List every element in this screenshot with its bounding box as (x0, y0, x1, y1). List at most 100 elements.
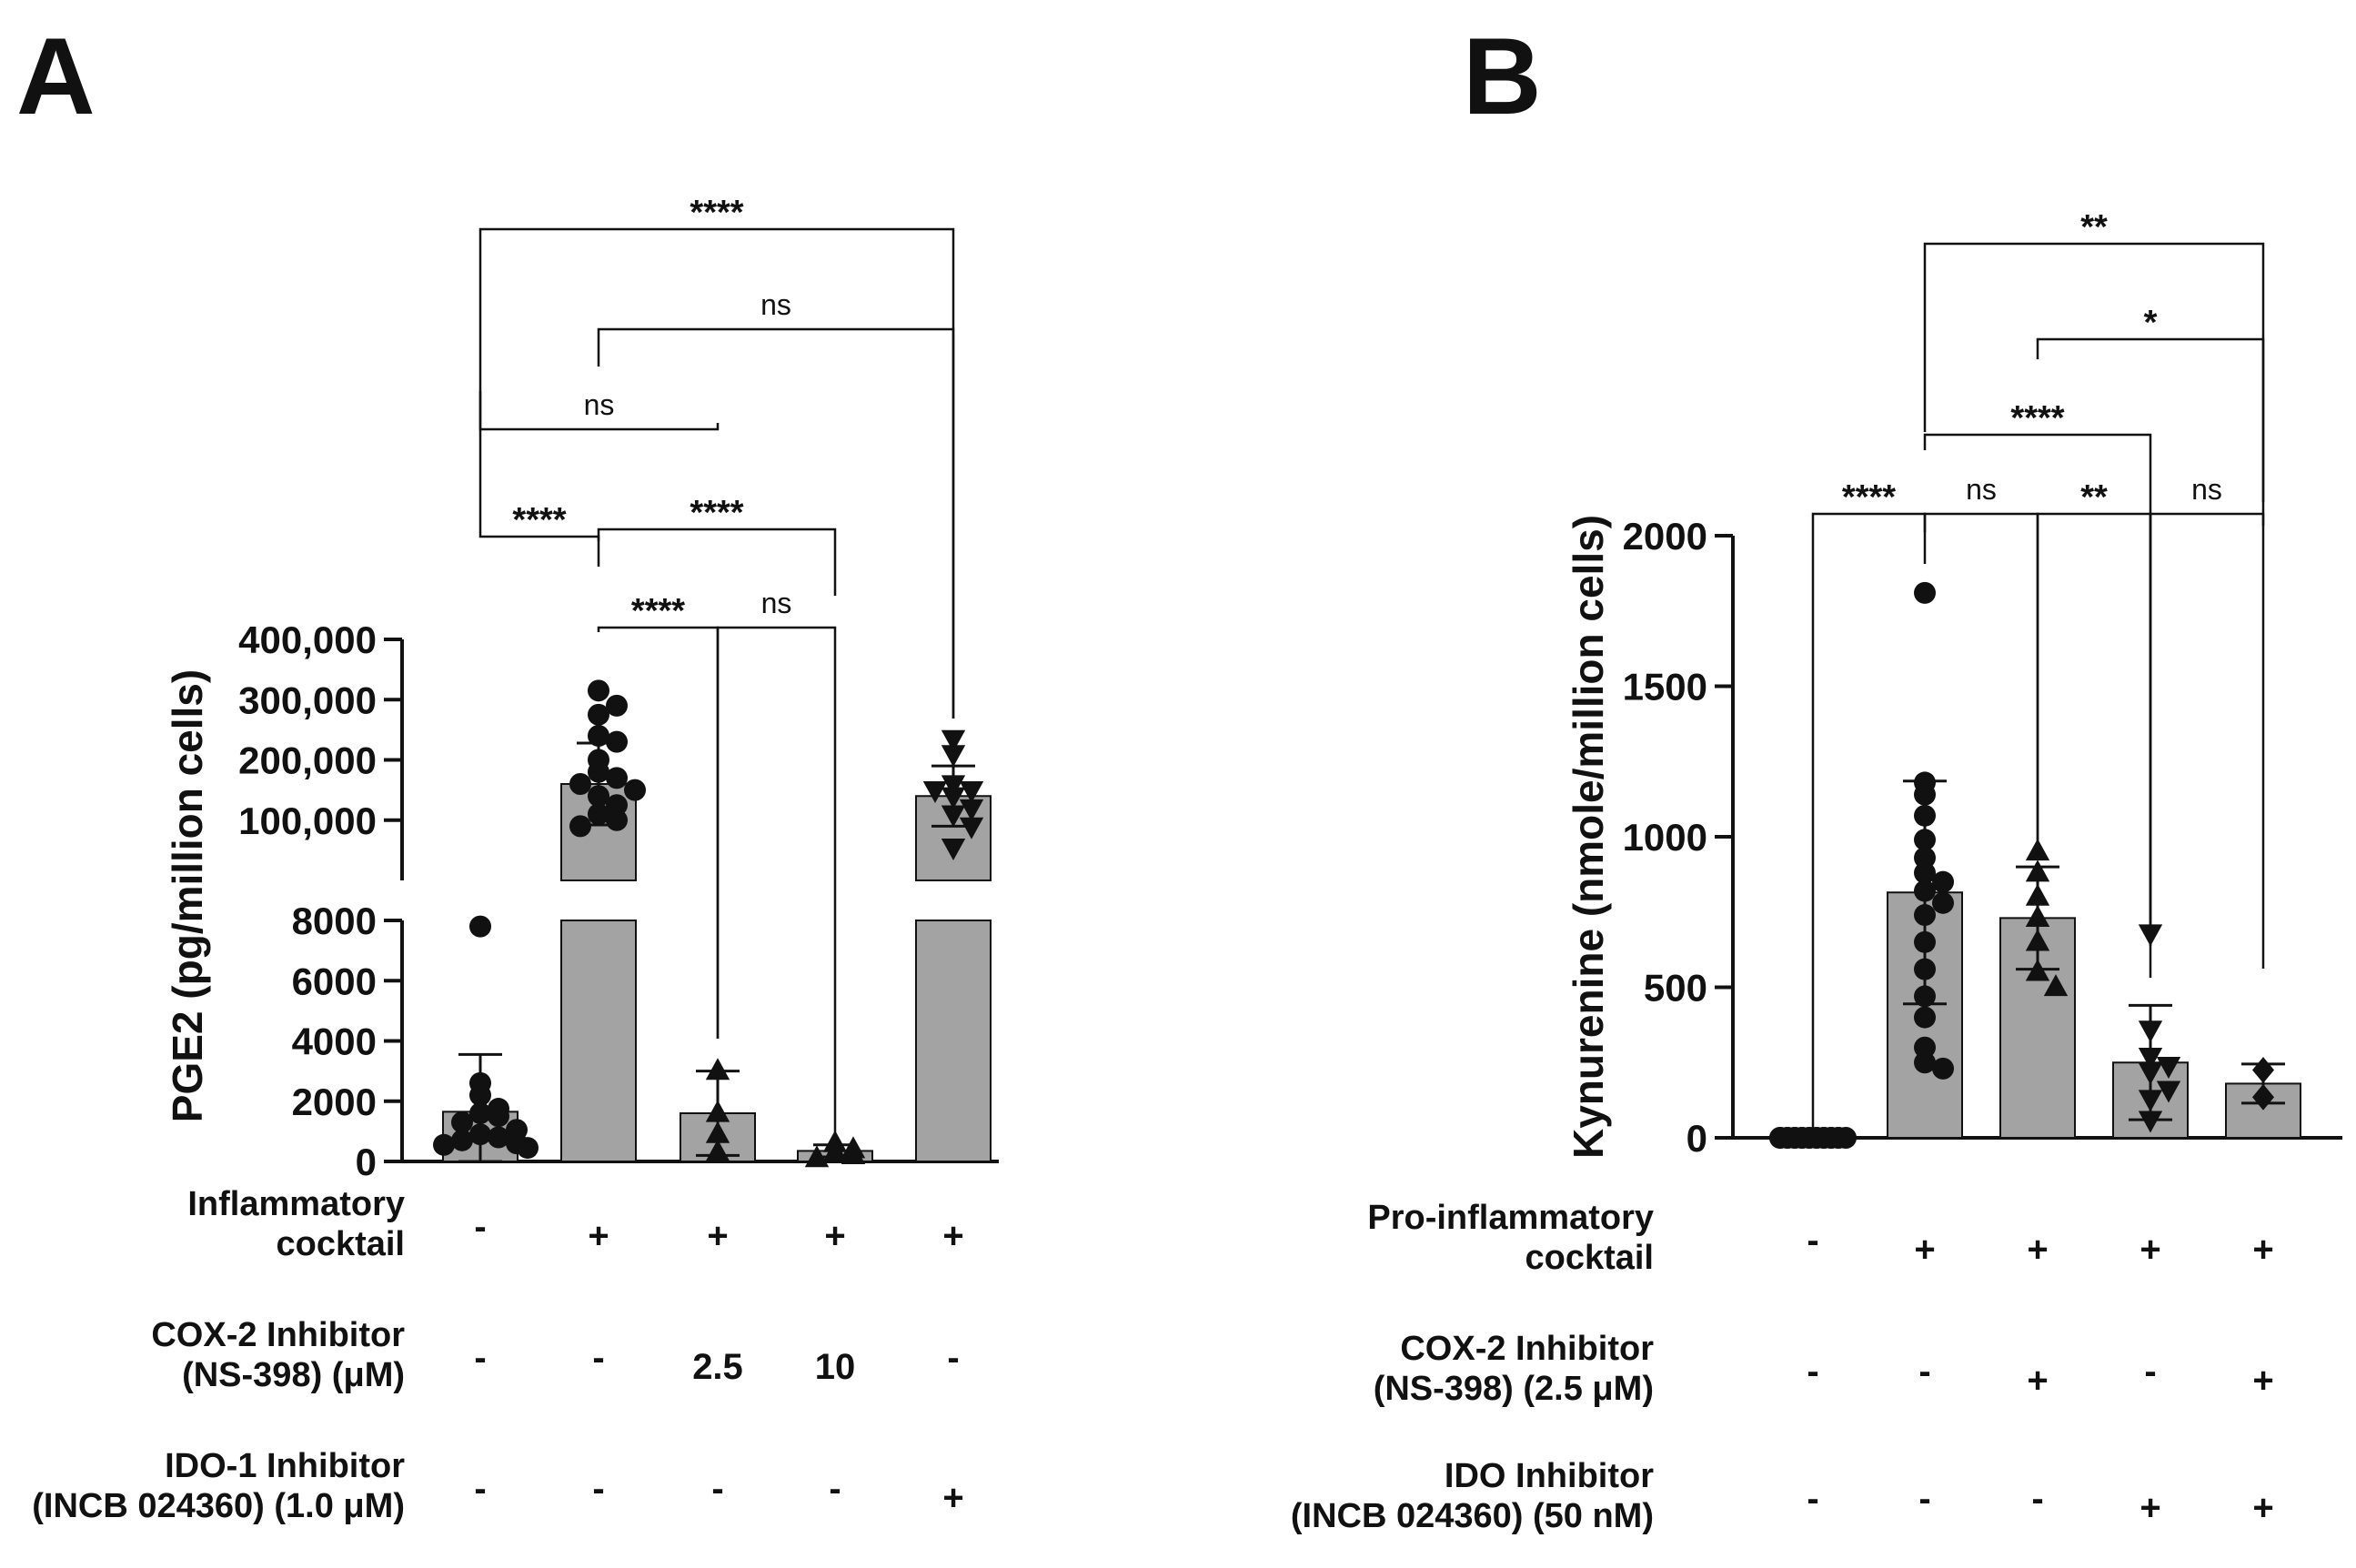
panel-b-group-3-point-2 (2138, 1048, 2163, 1070)
panel-b-group-1-point-3 (1914, 804, 1936, 827)
panel-a-group-0-point-12 (433, 1133, 455, 1156)
panel-a-group-1-point-6 (588, 760, 609, 783)
panel-b-group-2-point-1 (2025, 859, 2050, 882)
panel-b-group-1-point-6 (1914, 861, 1936, 884)
panel-b-sig-label-2: ** (2080, 478, 2108, 517)
panel-b-y-tick-label-0: 0 (1686, 1117, 1707, 1160)
panel-b-condition-label-2-1: (INCB 024360) (50 nM) (1291, 1497, 1654, 1535)
panel-b-group-1-point-9 (1932, 891, 1954, 914)
panel-b-letter: B (1463, 15, 1542, 137)
panel-a-group-0-point-6 (451, 1111, 473, 1133)
panel-a-group-0-point-4 (469, 1102, 491, 1124)
panel-b-group-1-point-16 (1914, 1051, 1936, 1074)
panel-b-condition-value-2-2: - (2031, 1479, 2043, 1519)
panel-b-condition-value-1-2: + (2027, 1361, 2048, 1401)
panel-b-group-1-point-17 (1932, 1057, 1954, 1080)
panel-b-condition-value-1-0: - (1807, 1352, 1818, 1392)
panel-b-condition-value-0-2: + (2027, 1230, 2048, 1270)
panel-b-condition-value-2-0: - (1807, 1479, 1818, 1519)
panel-a-group-0-point-8 (469, 1123, 491, 1146)
panel-a-group-4-bar-lower (915, 920, 992, 1162)
panel-b-group-2-point-6 (2043, 974, 2069, 997)
panel-b-group-1-point-11 (1914, 930, 1936, 953)
panel-a-sig-label-2: ns (761, 587, 792, 619)
panel-a-y-tick-label-high-0: 100,000 (238, 799, 377, 842)
panel-b-bracket-6 (1923, 242, 2265, 502)
panel-b-condition-value-1-4: + (2252, 1361, 2273, 1401)
panel-a-condition-value-0-4: + (942, 1216, 963, 1256)
panel-a-group-1-bar-lower (560, 920, 637, 1162)
panel-b-group-3-point-5 (2156, 1081, 2181, 1103)
panel-b-group-3-point-3 (2156, 1056, 2181, 1079)
panel-b-group-2-point-4 (2025, 929, 2050, 951)
panel-b-y-tick-label-4: 2000 (1623, 515, 1707, 558)
panel-a-group-1-point-1 (606, 694, 628, 717)
panel-a-y-axis-label: PGE2 (pg/million cells) (164, 669, 211, 1122)
panel-a-group-0-point-13 (517, 1137, 539, 1160)
panel-a-condition-label-1-1: (NS-398) (μM) (182, 1356, 405, 1394)
panel-a-y-tick-label-high-1: 200,000 (238, 739, 377, 782)
panel-b-y-axis-label: Kynurenine (nmole/million cells) (1565, 515, 1612, 1159)
panel-a-group-4-point-7 (941, 805, 966, 828)
panel-a-group-4-point-6 (959, 799, 984, 821)
panel-a-group-1-point-12 (588, 803, 609, 826)
panel-b-sig-label-0: **** (1842, 478, 1896, 517)
panel-b-group-3-point-1 (2138, 1020, 2163, 1043)
panel-b-bracket-1 (1923, 512, 2039, 848)
panel-a-group-0-point-2 (469, 1084, 491, 1107)
panel-b-sig-label-6: ** (2080, 208, 2108, 246)
panel-a-y-tick-label-low-3: 6000 (292, 960, 377, 1002)
panel-a-group-4-point-5 (941, 787, 966, 809)
panel-b-group-1-point-0 (1914, 581, 1936, 604)
panel-b-group-1-point-4 (1914, 829, 1936, 851)
panel-a-group-1-point-9 (624, 779, 646, 801)
panel-a-condition-value-2-0: - (474, 1469, 486, 1509)
panel-b-condition-value-1-3: - (2144, 1352, 2156, 1392)
panel-b-group-1-point-13 (1914, 985, 1936, 1008)
panel-a-condition-value-2-4: + (942, 1478, 963, 1518)
panel-b-group-1-point-15 (1914, 1036, 1936, 1059)
panel-a-bracket-0 (478, 391, 600, 567)
panel-a-y-tick-label-low-2: 4000 (292, 1020, 377, 1063)
panel-a-group-2-point-2 (705, 1121, 730, 1143)
panel-b-group-1-point-8 (1914, 879, 1936, 902)
panel-a-condition-value-1-2: 2.5 (692, 1347, 743, 1387)
panel-a-group-1-point-8 (569, 773, 591, 795)
panel-b-sig-label-5: * (2144, 304, 2158, 342)
panel-a-group-1-point-2 (588, 703, 609, 726)
panel-b-bracket-0 (1811, 512, 1927, 1132)
panel-b-group-1-point-2 (1914, 783, 1936, 806)
panel-a-group-1-point-11 (606, 794, 628, 817)
panel-a-condition-value-2-2: - (711, 1469, 723, 1509)
panel-a-condition-value-0-2: + (707, 1216, 728, 1256)
panel-b-condition-value-2-3: + (2140, 1488, 2160, 1528)
panel-b-group-3-point-6 (2138, 1090, 2163, 1112)
panel-b-group-0-point-18 (1827, 1127, 1849, 1149)
panel-a-group-0-point-10 (451, 1129, 473, 1151)
panel-a-group-4-point-4 (922, 781, 948, 804)
panel-b-condition-label-0-0: Pro-inflammatory (1367, 1199, 1654, 1237)
panel-a-condition-label-0-1: cocktail (276, 1225, 405, 1263)
panel-a-group-2-point-3 (705, 1139, 730, 1161)
panel-b-bracket-2 (2036, 512, 2152, 978)
panel-a-group-4-point-8 (959, 817, 984, 839)
panel-a-sig-label-4: ns (584, 388, 615, 421)
panel-b-y-tick-label-1: 500 (1644, 967, 1707, 1010)
panel-a-group-1-point-10 (588, 785, 609, 808)
panel-a-bracket-5 (597, 327, 955, 719)
panel-a-group-0-point-5 (488, 1105, 509, 1128)
panel-a-condition-value-2-3: - (829, 1469, 841, 1509)
panel-a-group-1-point-13 (606, 809, 628, 831)
panel-b-y-tick-label-2: 1000 (1623, 816, 1707, 859)
panel-b-condition-label-2-0: IDO Inhibitor (1445, 1457, 1654, 1495)
panel-a-group-0-point-9 (488, 1126, 509, 1149)
panel-a-sig-label-5: ns (760, 288, 791, 321)
panel-b-group-1-point-5 (1914, 847, 1936, 869)
panel-a-condition-label-1-0: COX-2 Inhibitor (151, 1316, 405, 1354)
panel-b-condition-value-2-1: - (1918, 1479, 1930, 1519)
panel-b-condition-label-1-0: COX-2 Inhibitor (1400, 1330, 1654, 1368)
panel-a-sig-label-1: **** (631, 592, 685, 630)
panel-a-condition-value-1-0: - (474, 1338, 486, 1378)
panel-a-group-1-point-0 (588, 679, 609, 702)
